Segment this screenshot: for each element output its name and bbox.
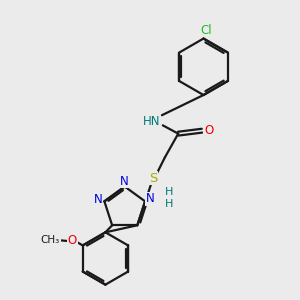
Text: S: S	[149, 172, 157, 185]
Text: N: N	[94, 194, 102, 206]
Text: N: N	[146, 193, 155, 206]
Text: Cl: Cl	[200, 24, 212, 37]
Text: HN: HN	[143, 115, 160, 128]
Text: O: O	[68, 235, 77, 248]
Text: CH₃: CH₃	[41, 236, 60, 245]
Text: H: H	[165, 199, 174, 209]
Text: O: O	[204, 124, 213, 136]
Text: N: N	[120, 175, 128, 188]
Text: H: H	[165, 188, 174, 197]
